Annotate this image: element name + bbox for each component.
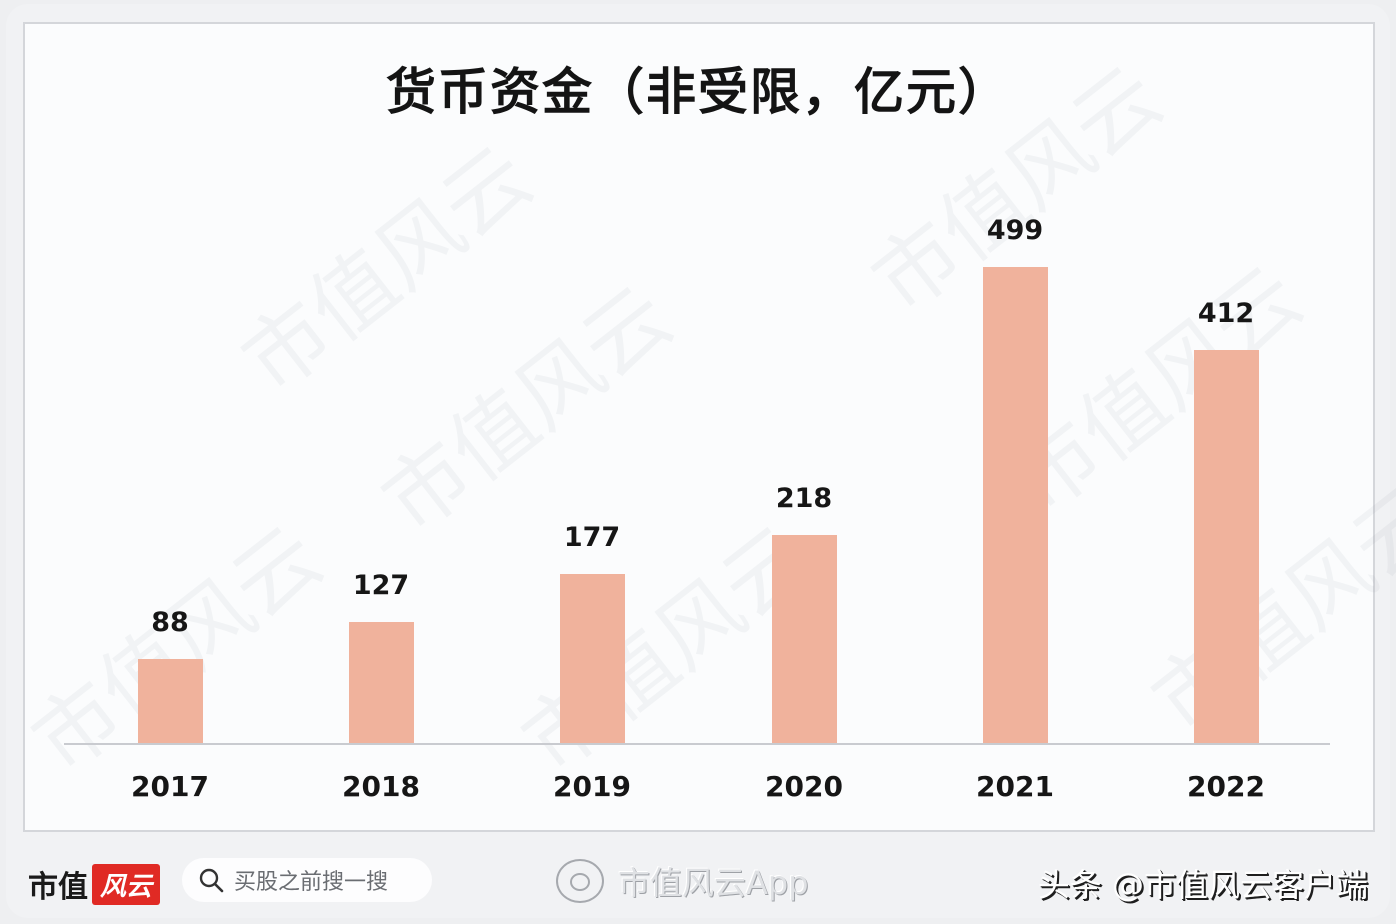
footer-bar: 市值 风云 买股之前搜一搜 市值风云App 头条 @市值风云客户端 [0, 840, 1396, 924]
data-label: 499 [986, 215, 1044, 246]
data-label: 127 [352, 570, 410, 601]
x-tick-label: 2019 [553, 770, 631, 803]
watermark: 市值风云 [364, 267, 690, 552]
bar-2021 [983, 267, 1048, 743]
search-placeholder: 买股之前搜一搜 [234, 870, 389, 895]
data-label: 218 [775, 483, 833, 514]
search-box[interactable]: 买股之前搜一搜 [182, 858, 432, 902]
x-axis-line [64, 743, 1330, 745]
x-tick-label: 2018 [342, 770, 420, 803]
source-credit: 头条 @市值风云客户端 [1037, 866, 1368, 904]
app-watermark: 市值风云App [556, 858, 809, 904]
x-tick-label: 2020 [765, 770, 843, 803]
bar-2022 [1194, 350, 1259, 743]
x-tick-label: 2017 [131, 770, 209, 803]
bar-2017 [138, 659, 203, 743]
bar-2018 [349, 622, 414, 743]
data-label: 412 [1197, 298, 1255, 329]
data-label: 177 [563, 522, 621, 553]
brand-logo[interactable]: 市值 风云 [28, 862, 161, 906]
watermark: 市值风云 [14, 507, 340, 792]
brand-logo-badge: 风云 [92, 863, 161, 905]
watermark: 市值风云 [224, 127, 550, 412]
x-tick-label: 2022 [1187, 770, 1265, 803]
bar-2020 [772, 535, 837, 743]
chart-title: 货币资金（非受限，亿元） [386, 63, 1010, 121]
brand-text: 市值 [28, 870, 88, 905]
x-tick-label: 2021 [976, 770, 1054, 803]
chart-panel: 市值风云 市值风云 市值风云 市值风云 市值风云 市值风云 市值风云 [14, 22, 1396, 832]
watermark: 市值风云 [1134, 467, 1396, 752]
bar-2019 [560, 574, 625, 743]
data-label: 88 [151, 607, 189, 638]
weibo-icon [556, 859, 604, 903]
search-icon [199, 868, 224, 893]
app-label: 市值风云App [618, 864, 809, 902]
